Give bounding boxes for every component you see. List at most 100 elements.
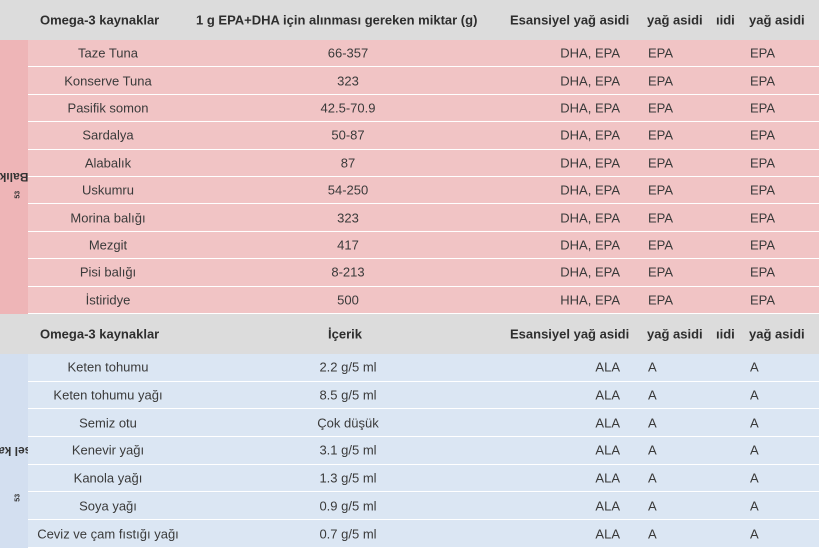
- header-amount: 1 g EPA+DHA için alınması gereken miktar…: [196, 12, 478, 28]
- fatty-acid-2: A: [750, 387, 759, 403]
- essential-fatty-acid: DHA, EPA: [560, 237, 620, 253]
- amount-value: 66-357: [327, 45, 369, 61]
- plant-row: Keten tohumu 2.2 g/5 ml ALA A A: [28, 354, 819, 382]
- fatty-acid-1: EPA: [648, 127, 674, 143]
- source-name: Keten tohumu: [67, 359, 149, 375]
- fatty-acid-1: A: [648, 415, 657, 431]
- essential-fatty-acid: DHA, EPA: [560, 182, 620, 198]
- fatty-acid-2: EPA: [750, 264, 776, 280]
- fatty-acid-1: A: [648, 359, 657, 375]
- essential-fatty-acid: ALA: [595, 442, 620, 458]
- fatty-acid-1: EPA: [648, 155, 674, 171]
- amount-value: 8-213: [331, 264, 365, 280]
- header-content: İçerik: [328, 326, 362, 342]
- source-name: Mezgit: [88, 237, 128, 253]
- amount-value: 323: [337, 210, 359, 226]
- fatty-acid-2: EPA: [750, 292, 776, 308]
- plant-row: Keten tohumu yağı 8.5 g/5 ml ALA A A: [28, 381, 819, 410]
- fatty-acid-1: EPA: [648, 264, 674, 280]
- fatty-acid-2: EPA: [750, 73, 776, 89]
- essential-fatty-acid: DHA, EPA: [560, 45, 620, 61]
- essential-fatty-acid: ALA: [595, 470, 620, 486]
- fatty-acid-1: EPA: [648, 182, 674, 198]
- fatty-acid-2: EPA: [750, 237, 776, 253]
- header-fatty-acid-2: ıidi: [716, 326, 735, 342]
- amount-value: 54-250: [327, 182, 369, 198]
- amount-value: 0.9 g/5 ml: [319, 498, 377, 514]
- fatty-acid-1: A: [648, 498, 657, 514]
- source-name: Pisi balığı: [79, 264, 137, 280]
- essential-fatty-acid: ALA: [595, 498, 620, 514]
- fatty-acid-1: EPA: [648, 210, 674, 226]
- fish-row: İstiridye 500 HHA, EPA EPA EPA: [28, 286, 819, 314]
- fatty-acid-2: EPA: [750, 45, 776, 61]
- amount-value: 2.2 g/5 ml: [319, 359, 377, 375]
- amount-value: 3.1 g/5 ml: [319, 442, 377, 458]
- header-fatty-acid-1: yağ asidi: [647, 12, 703, 28]
- fish-row: Taze Tuna 66-357 DHA, EPA EPA EPA: [28, 40, 819, 68]
- fish-side-text: Balıklar: [0, 170, 29, 184]
- source-name: Konserve Tuna: [64, 73, 152, 89]
- fish-side-sup: 53: [15, 190, 23, 199]
- source-name: Kenevir yağı: [71, 442, 145, 458]
- fish-section: Balıklar 53 Taze Tuna 66-357 DHA, EPA EPA EPA…: [0, 40, 819, 314]
- amount-value: 1.3 g/5 ml: [319, 470, 377, 486]
- header-essential: Esansiyel yağ asidi: [510, 12, 630, 28]
- fish-row: Alabalık 87 DHA, EPA EPA EPA: [28, 149, 819, 177]
- source-name: İstiridye: [85, 292, 131, 308]
- fatty-acid-2: EPA: [750, 210, 776, 226]
- amount-value: 50-87: [331, 127, 365, 143]
- source-name: Semiz otu: [79, 415, 137, 431]
- header-fatty-acid-2: ıidi: [716, 12, 735, 28]
- source-name: Soya yağı: [79, 498, 137, 514]
- essential-fatty-acid: DHA, EPA: [560, 127, 620, 143]
- source-name: Ceviz ve çam fıstığı yağı: [37, 526, 179, 542]
- plant-table-header: Omega-3 kaynaklar İçerik Esansiyel yağ a…: [0, 314, 819, 354]
- fatty-acid-2: A: [750, 442, 759, 458]
- essential-fatty-acid: DHA, EPA: [560, 100, 620, 116]
- header-sources: Omega-3 kaynaklar: [40, 12, 160, 28]
- fatty-acid-2: EPA: [750, 155, 776, 171]
- essential-fatty-acid: HHA, EPA: [560, 292, 620, 308]
- header-fatty-acid-3: yağ asidi: [749, 326, 805, 342]
- amount-value: 87: [340, 155, 356, 171]
- fish-row: Uskumru 54-250 DHA, EPA EPA EPA: [28, 177, 819, 205]
- header-essential: Esansiyel yağ asidi: [510, 326, 630, 342]
- essential-fatty-acid: DHA, EPA: [560, 155, 620, 171]
- essential-fatty-acid: DHA, EPA: [560, 264, 620, 280]
- fish-row: Konserve Tuna 323 DHA, EPA EPA EPA: [28, 67, 819, 95]
- header-sources: Omega-3 kaynaklar: [40, 326, 160, 342]
- fatty-acid-1: EPA: [648, 45, 674, 61]
- header-fatty-acid-1: yağ asidi: [647, 326, 703, 342]
- plant-side-sup: 53: [15, 493, 22, 502]
- fatty-acid-1: A: [648, 387, 657, 403]
- amount-value: 500: [337, 292, 359, 308]
- source-name: Alabalık: [84, 155, 132, 171]
- plant-section: Bitkisel kaynaklar53 Keten tohumu 2.2 g/5…: [0, 354, 819, 548]
- essential-fatty-acid: ALA: [595, 526, 620, 542]
- fatty-acid-2: A: [750, 415, 759, 431]
- fish-table-header: Omega-3 kaynaklar 1 g EPA+DHA için alınm…: [0, 0, 819, 40]
- essential-fatty-acid: ALA: [595, 415, 620, 431]
- fatty-acid-2: EPA: [750, 182, 776, 198]
- source-name: Keten tohumu yağı: [53, 387, 163, 403]
- amount-value: 417: [337, 237, 359, 253]
- amount-value: 323: [337, 73, 359, 89]
- amount-value: 0.7 g/5 ml: [319, 526, 377, 542]
- plant-row: Kanola yağı 1.3 g/5 ml ALA A A: [28, 464, 819, 493]
- fish-row: Pasifik somon 42.5-70.9 DHA, EPA EPA EPA: [28, 94, 819, 123]
- plant-side-label: Bitkisel kaynaklar53: [0, 354, 58, 548]
- fish-row: Mezgit 417 DHA, EPA EPA EPA: [28, 231, 819, 260]
- fish-row: Pisi balığı 8-213 DHA, EPA EPA EPA: [28, 259, 819, 287]
- fatty-acid-2: A: [750, 526, 759, 542]
- fatty-acid-1: EPA: [648, 292, 674, 308]
- source-name: Kanola yağı: [73, 470, 143, 486]
- plant-row: Kenevir yağı 3.1 g/5 ml ALA A A: [28, 437, 819, 465]
- source-name: Morina balığı: [70, 210, 146, 226]
- fatty-acid-2: EPA: [750, 127, 776, 143]
- amount-value: Çok düşük: [317, 415, 379, 431]
- fatty-acid-2: A: [750, 359, 759, 375]
- fatty-acid-2: A: [750, 498, 759, 514]
- fatty-acid-2: EPA: [750, 100, 776, 116]
